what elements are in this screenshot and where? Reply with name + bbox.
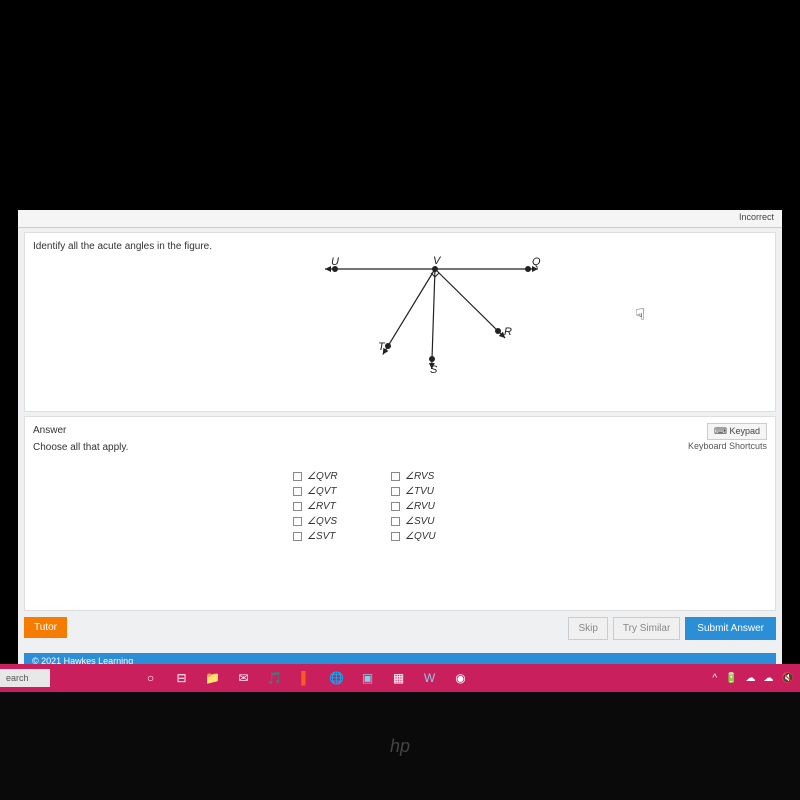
svg-text:Q: Q bbox=[532, 256, 541, 268]
outlook-icon[interactable]: ▣ bbox=[359, 670, 376, 687]
option-checkbox[interactable]: ∠TVU bbox=[391, 486, 471, 497]
keypad-button[interactable]: ⌨ Keypad bbox=[707, 423, 767, 440]
option-checkbox[interactable]: ∠QVU bbox=[391, 531, 471, 542]
explorer-icon[interactable]: 📁 bbox=[204, 670, 221, 687]
checkbox-icon[interactable] bbox=[293, 487, 302, 496]
action-bar: Tutor Skip Try Similar Submit Answer bbox=[24, 617, 776, 647]
tutor-button[interactable]: Tutor bbox=[24, 617, 67, 638]
edge-icon[interactable]: 🌐 bbox=[328, 670, 345, 687]
chrome-icon[interactable]: ◉ bbox=[452, 670, 469, 687]
shortcuts-label: Keyboard Shortcuts bbox=[688, 441, 767, 451]
option-label: ∠QVT bbox=[307, 486, 337, 497]
office-icon[interactable]: ▌ bbox=[297, 670, 314, 687]
option-checkbox[interactable]: ∠SVT bbox=[293, 531, 373, 542]
checkbox-icon[interactable] bbox=[293, 532, 302, 541]
option-checkbox[interactable]: ∠QVS bbox=[293, 516, 373, 527]
svg-text:S: S bbox=[430, 364, 438, 376]
skip-button[interactable]: Skip bbox=[568, 617, 607, 640]
checkbox-icon[interactable] bbox=[293, 517, 302, 526]
svg-text:R: R bbox=[504, 326, 512, 338]
option-checkbox[interactable]: ∠RVT bbox=[293, 501, 373, 512]
option-checkbox[interactable]: ∠QVT bbox=[293, 486, 373, 497]
checkbox-icon[interactable] bbox=[391, 502, 400, 511]
options-grid: ∠QVR ∠RVS ∠QVT ∠TVU ∠RVT ∠RVU ∠QVS ∠SVU ∠SVT ∠QVU bbox=[293, 471, 767, 542]
laptop-bezel: hp bbox=[0, 692, 800, 800]
hand-cursor-icon: ☟ bbox=[635, 305, 645, 325]
sound-icon[interactable]: 🔇 bbox=[782, 673, 794, 684]
answer-panel: Answer ⌨ Keypad Keyboard Shortcuts Choos… bbox=[24, 416, 776, 611]
mail-icon[interactable]: ✉ bbox=[235, 670, 252, 687]
windows-taskbar[interactable]: earch ○ ⊟ 📁 ✉ 🎵 ▌ 🌐 ▣ ▦ W ◉ ^ 🔋 ☁ ☁ 🔇 bbox=[0, 664, 800, 692]
checkbox-icon[interactable] bbox=[293, 472, 302, 481]
option-label: ∠SVT bbox=[307, 531, 335, 542]
option-label: ∠QVR bbox=[307, 471, 338, 482]
hp-logo: hp bbox=[390, 736, 410, 757]
word-icon[interactable]: W bbox=[421, 670, 438, 687]
question-panel: Identify all the acute angles in the fig… bbox=[24, 232, 776, 412]
option-checkbox[interactable]: ∠QVR bbox=[293, 471, 373, 482]
checkbox-icon[interactable] bbox=[391, 472, 400, 481]
checkbox-icon[interactable] bbox=[391, 532, 400, 541]
option-label: ∠TVU bbox=[405, 486, 434, 497]
battery-icon[interactable]: 🔋 bbox=[725, 673, 737, 684]
option-checkbox[interactable]: ∠RVU bbox=[391, 501, 471, 512]
system-tray[interactable]: ^ 🔋 ☁ ☁ 🔇 bbox=[712, 673, 794, 684]
option-checkbox[interactable]: ∠RVS bbox=[391, 471, 471, 482]
option-label: ∠RVT bbox=[307, 501, 336, 512]
svg-text:U: U bbox=[331, 256, 339, 268]
try-similar-button[interactable]: Try Similar bbox=[613, 617, 680, 640]
top-strip: Incorrect bbox=[18, 210, 782, 228]
svg-text:V: V bbox=[433, 255, 442, 267]
option-checkbox[interactable]: ∠SVU bbox=[391, 516, 471, 527]
cloud-icon[interactable]: ☁ bbox=[764, 673, 774, 684]
checkbox-icon[interactable] bbox=[293, 502, 302, 511]
angle-figure: UVQTSR bbox=[305, 251, 565, 381]
calc-icon[interactable]: ▦ bbox=[390, 670, 407, 687]
option-label: ∠QVU bbox=[405, 531, 436, 542]
keypad-label: Keypad bbox=[729, 426, 760, 436]
app-window: Incorrect Identify all the acute angles … bbox=[18, 210, 782, 675]
option-label: ∠QVS bbox=[307, 516, 337, 527]
option-label: ∠RVU bbox=[405, 501, 435, 512]
tray-up-icon[interactable]: ^ bbox=[712, 673, 717, 684]
choose-text: Choose all that apply. bbox=[33, 442, 767, 453]
cortana-icon[interactable]: ○ bbox=[142, 670, 159, 687]
taskbar-search[interactable]: earch bbox=[0, 669, 50, 687]
option-label: ∠RVS bbox=[405, 471, 434, 482]
groove-icon[interactable]: 🎵 bbox=[266, 670, 283, 687]
wifi-icon[interactable]: ☁ bbox=[746, 673, 756, 684]
option-label: ∠SVU bbox=[405, 516, 435, 527]
submit-button[interactable]: Submit Answer bbox=[685, 617, 776, 640]
task-view-icon[interactable]: ⊟ bbox=[173, 670, 190, 687]
answer-header: Answer bbox=[33, 425, 767, 436]
checkbox-icon[interactable] bbox=[391, 487, 400, 496]
status-incorrect: Incorrect bbox=[739, 212, 774, 222]
checkbox-icon[interactable] bbox=[391, 517, 400, 526]
